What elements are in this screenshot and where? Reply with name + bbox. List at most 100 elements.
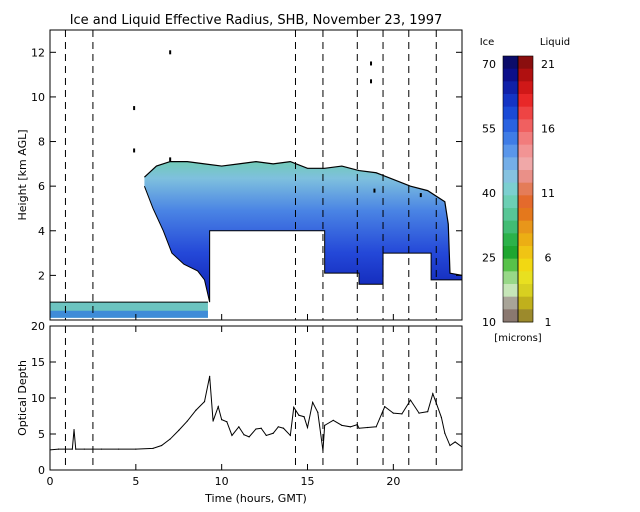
sparse-echo bbox=[373, 188, 376, 193]
liquid-color-swatch bbox=[518, 144, 533, 158]
liquid-color-swatch bbox=[518, 296, 533, 310]
radius-panel: 2 4 6 8 10 12 Height [km AGL] bbox=[16, 29, 463, 321]
y-tick-label: 0 bbox=[38, 464, 45, 477]
y-tick-label: 2 bbox=[38, 269, 45, 282]
color-bar: Ice Liquid 70 55 40 25 10 21 16 11 6 1 [microns] bbox=[480, 37, 570, 344]
optical-depth-point bbox=[332, 419, 334, 421]
liquid-color-swatch bbox=[518, 157, 533, 171]
optical-depth-point bbox=[375, 426, 377, 428]
x-tick-label: 20 bbox=[386, 475, 400, 488]
optical-depth-point bbox=[282, 427, 285, 429]
optical-depth-point bbox=[324, 424, 326, 426]
ice-scale-ticks: 70 55 40 25 10 bbox=[482, 58, 496, 329]
sparse-echo bbox=[133, 148, 136, 153]
optical-depth-point bbox=[349, 426, 352, 428]
optical-depth-point bbox=[231, 434, 233, 437]
optical-depth-point bbox=[203, 401, 206, 403]
liquid-color-swatch bbox=[518, 106, 533, 120]
liquid-color-swatch bbox=[518, 182, 533, 196]
chart-title: Ice and Liquid Effective Radius, SHB, No… bbox=[70, 13, 443, 28]
optical-depth-point bbox=[366, 426, 369, 429]
ice-color-swatch bbox=[503, 157, 518, 171]
ice-color-swatch bbox=[503, 81, 518, 95]
ice-scale-label: 40 bbox=[482, 187, 496, 200]
liquid-color-swatch bbox=[518, 132, 533, 146]
ice-color-swatch bbox=[503, 144, 518, 158]
optical-depth-point bbox=[226, 421, 228, 423]
optical-depth-line bbox=[50, 376, 462, 451]
optical-depth-point bbox=[427, 411, 429, 413]
upper-cloud-field bbox=[144, 161, 462, 303]
ice-scale-label: 70 bbox=[482, 58, 496, 71]
optical-depth-point bbox=[100, 448, 103, 450]
optical-depth-point bbox=[409, 399, 412, 401]
radius-time-markers bbox=[64, 30, 437, 320]
optical-depth-point bbox=[392, 412, 394, 414]
y-tick-label: 12 bbox=[31, 46, 45, 59]
ice-color-scale bbox=[503, 56, 518, 323]
optical-depth-point bbox=[435, 402, 437, 404]
y-tick-label: 6 bbox=[38, 180, 45, 193]
ice-color-swatch bbox=[503, 284, 518, 298]
cloud-top-contour bbox=[144, 161, 462, 276]
optical-depth-point bbox=[57, 448, 60, 450]
optical-depth-point bbox=[306, 426, 309, 429]
optical-depth-point bbox=[401, 413, 403, 415]
ice-color-swatch bbox=[503, 132, 518, 146]
optical-depth-point bbox=[217, 406, 219, 408]
liquid-color-scale bbox=[518, 56, 533, 323]
time-x-axis: 0 5 10 15 20 bbox=[47, 326, 400, 488]
y-tick-label: 10 bbox=[31, 392, 45, 405]
optical-depth-point bbox=[440, 416, 442, 419]
optical-depth-point bbox=[118, 448, 120, 450]
optical-depth-point bbox=[312, 401, 314, 403]
optical-depth-point bbox=[178, 429, 180, 431]
optical-depth-point bbox=[248, 436, 250, 438]
optical-depth-point bbox=[195, 409, 197, 411]
liquid-scale-label: 1 bbox=[545, 316, 552, 329]
ice-color-swatch bbox=[503, 271, 518, 285]
radius-y-label: Height [km AGL] bbox=[16, 129, 29, 220]
liquid-color-swatch bbox=[518, 119, 533, 133]
ice-color-swatch bbox=[503, 220, 518, 234]
liquid-color-swatch bbox=[518, 284, 533, 298]
ice-color-swatch bbox=[503, 94, 518, 108]
cloud-base-contour bbox=[143, 185, 462, 303]
y-tick-label: 4 bbox=[38, 225, 45, 238]
optical-depth-point bbox=[260, 427, 262, 429]
ice-scale-label: 25 bbox=[482, 252, 496, 265]
optical-depth-point bbox=[64, 448, 67, 450]
ice-color-swatch bbox=[503, 119, 518, 133]
liquid-color-swatch bbox=[518, 309, 533, 323]
ice-color-swatch bbox=[503, 246, 518, 260]
optical-depth-point bbox=[212, 420, 214, 422]
optical-depth-point bbox=[293, 406, 295, 408]
optical-depth-time-markers bbox=[64, 326, 437, 470]
ice-color-swatch bbox=[503, 170, 518, 184]
time-x-label: Time (hours, GMT) bbox=[204, 492, 307, 505]
sparse-echo bbox=[133, 106, 136, 111]
liquid-scale-label: 6 bbox=[545, 252, 552, 265]
y-tick-label: 5 bbox=[38, 428, 45, 441]
sparse-echo bbox=[169, 157, 172, 162]
liquid-color-swatch bbox=[518, 94, 533, 108]
optical-depth-point bbox=[317, 411, 319, 413]
optical-depth-point bbox=[444, 432, 446, 434]
optical-depth-point bbox=[449, 444, 451, 447]
x-tick-label: 10 bbox=[215, 475, 229, 488]
optical-depth-point bbox=[454, 441, 456, 443]
y-tick-label: 8 bbox=[38, 136, 45, 149]
x-tick-label: 0 bbox=[47, 475, 54, 488]
low-cloud-base-band bbox=[50, 310, 208, 318]
liquid-color-swatch bbox=[518, 68, 533, 82]
optical-depth-point bbox=[83, 448, 85, 450]
optical-depth-point bbox=[75, 448, 77, 450]
sparse-echo bbox=[370, 61, 373, 66]
liquid-color-swatch bbox=[518, 170, 533, 184]
liquid-color-swatch bbox=[518, 233, 533, 247]
liquid-color-scale-frame bbox=[517, 55, 534, 323]
y-tick-label: 20 bbox=[31, 320, 45, 333]
optical-depth-panel: 0 5 10 15 20 0 5 10 15 20 Optical Depth Time (ho… bbox=[16, 320, 463, 505]
sparse-echo bbox=[169, 50, 172, 55]
optical-depth-point bbox=[418, 412, 420, 414]
